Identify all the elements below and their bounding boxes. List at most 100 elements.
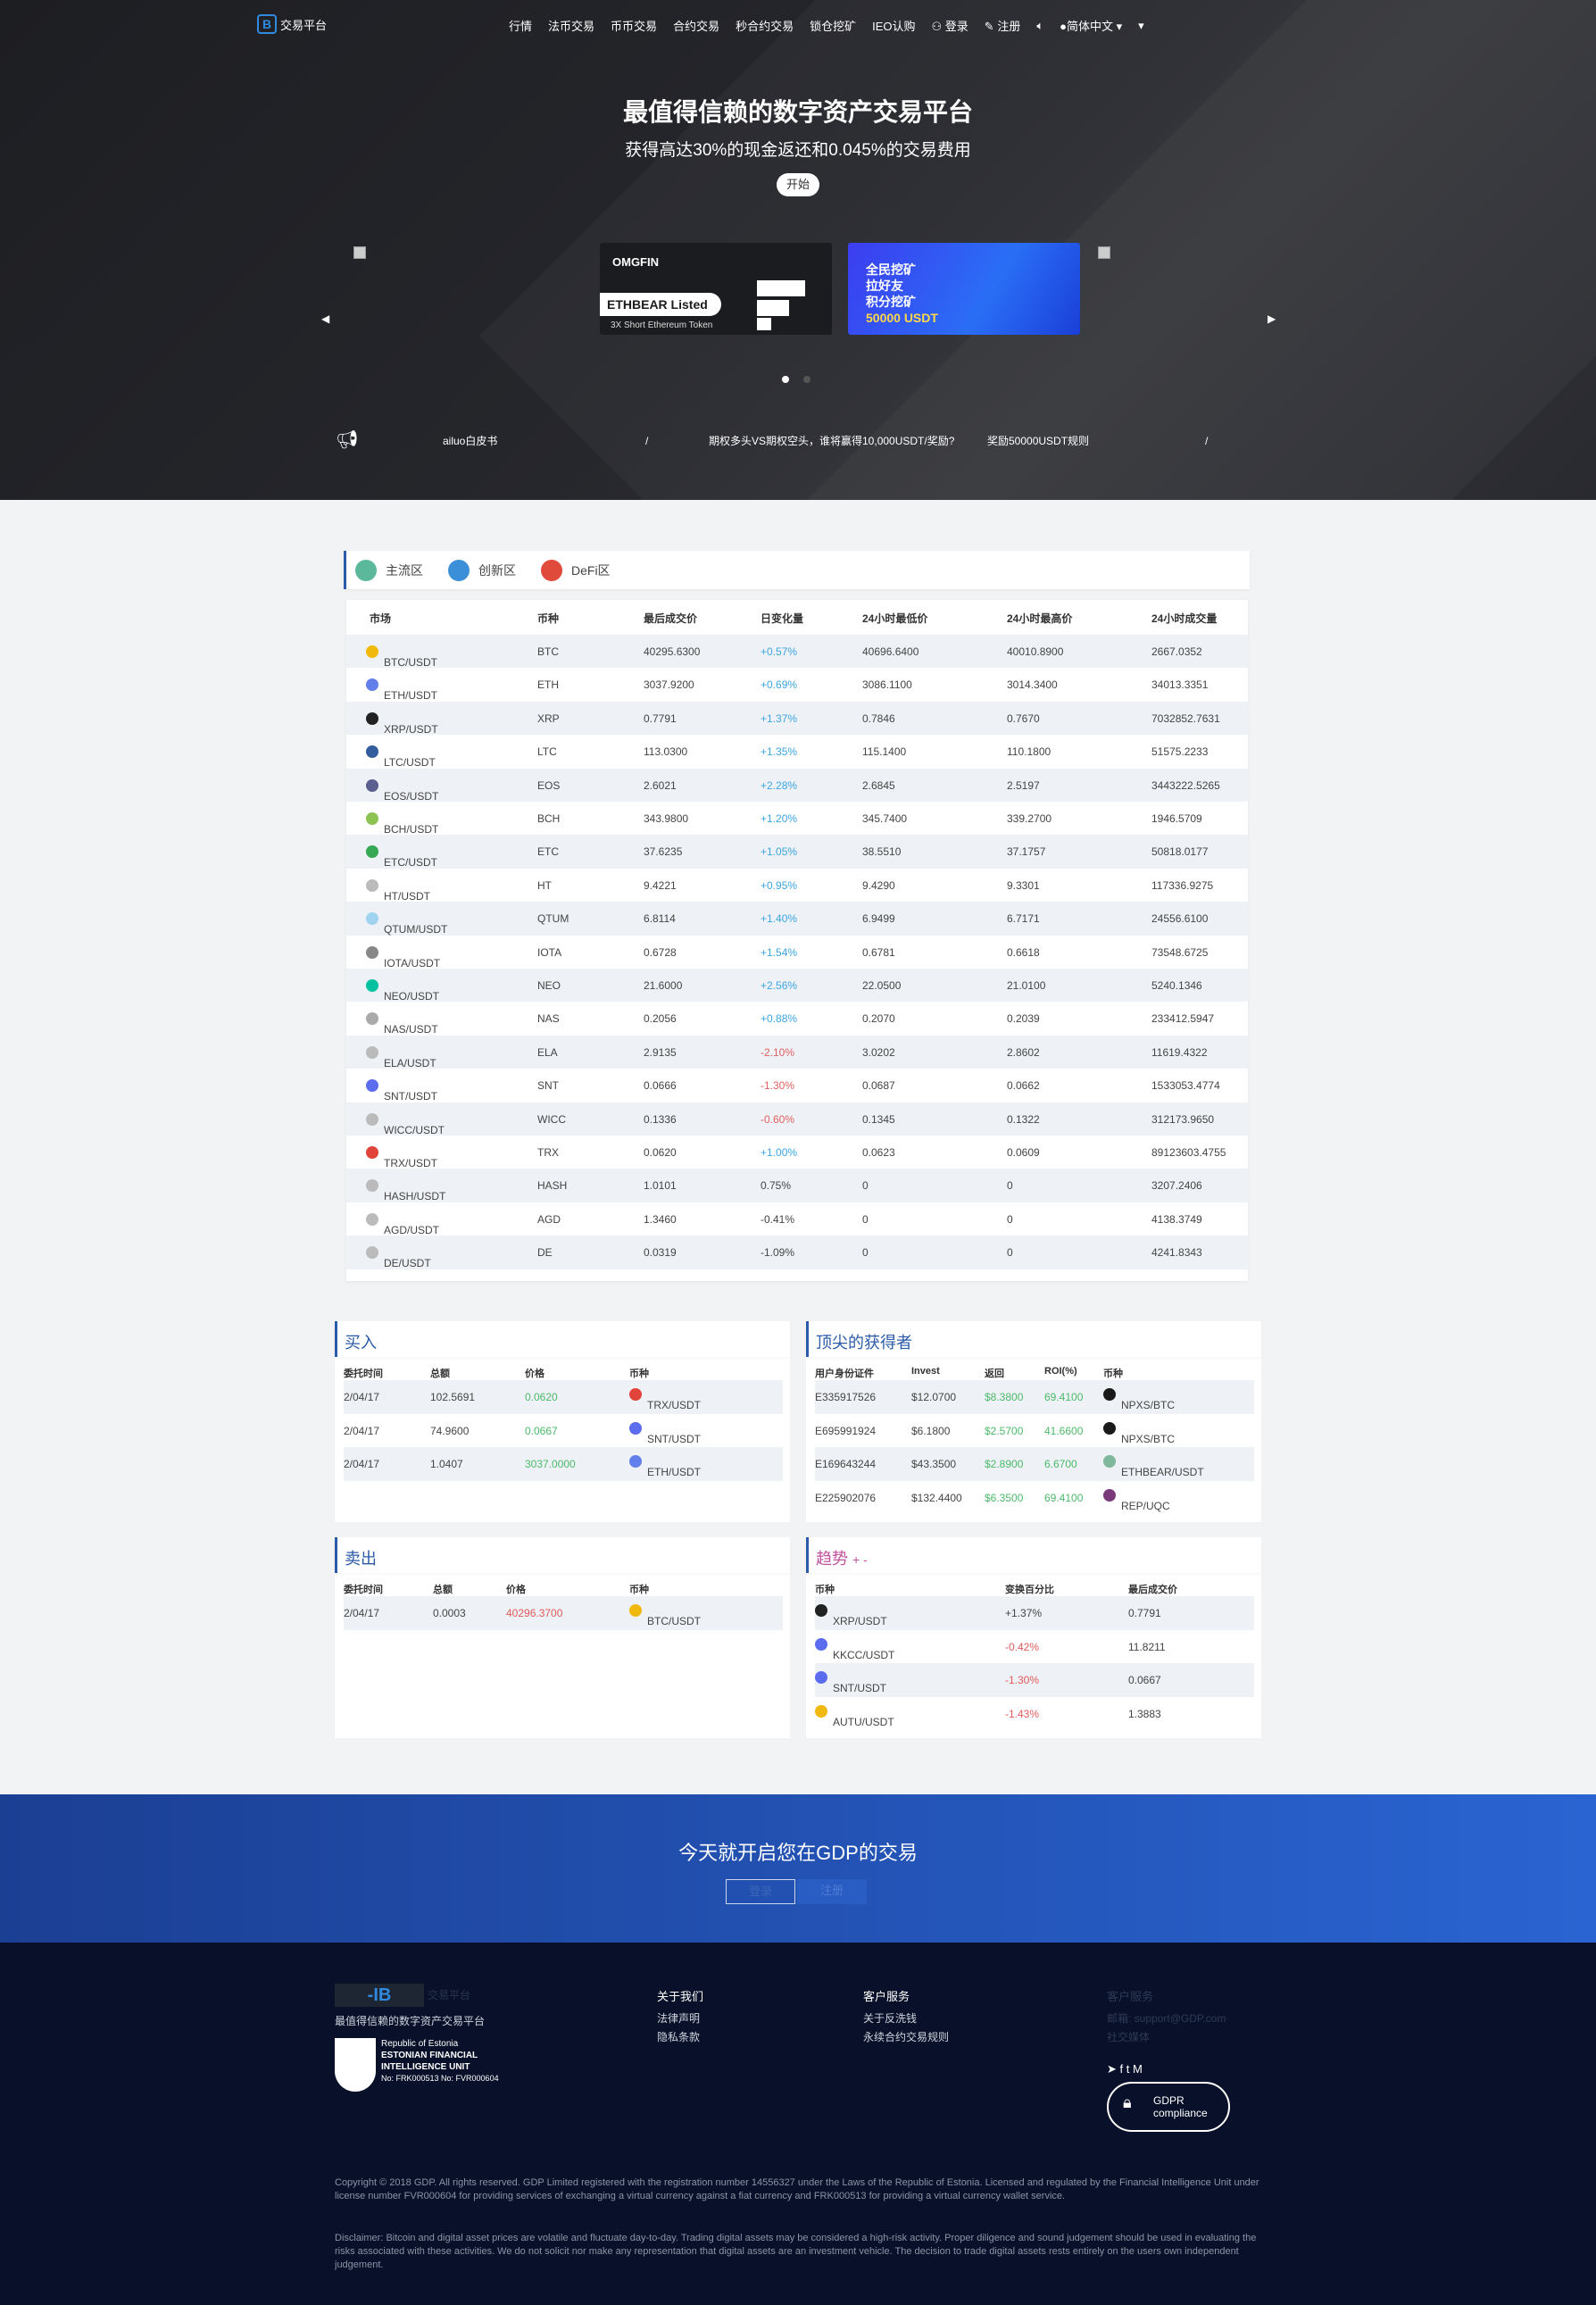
table-row[interactable]: 2/04/17 74.9600 0.0667 SNT/USDT <box>344 1414 783 1448</box>
table-row[interactable]: XRP/USDT +1.37% 0.7791 <box>815 1596 1254 1630</box>
twitter-icon[interactable]: t <box>1126 2062 1130 2076</box>
cell-id: E335917526 <box>815 1391 877 1403</box>
cell-low: 345.7400 <box>862 812 908 825</box>
nav-item-mining[interactable]: 锁仓挖矿 <box>810 20 857 33</box>
nav-item-market[interactable]: 行情 <box>509 20 533 33</box>
cell-coin: DE <box>537 1246 553 1260</box>
cell-last: 40295.6300 <box>644 645 701 658</box>
table-row[interactable]: EOS/USDT EOS 2.6021 +2.28% 2.6845 2.5197 34432… <box>346 768 1248 803</box>
footer-link-legal[interactable]: 法律声明 <box>657 2012 701 2025</box>
zone-tab[interactable]: 主流区 <box>355 559 423 581</box>
footer-link-contract-rules[interactable]: 永续合约交易规则 <box>863 2031 950 2043</box>
table-row[interactable]: E335917526 $12.0700 $8.3800 69.4100 NPXS/BTC <box>815 1380 1254 1414</box>
banner-mining[interactable]: 全民挖矿 拉好友 积分挖矿 50000 USDT <box>848 243 1080 335</box>
login-link[interactable]: ⚇ 登录 <box>932 17 968 34</box>
column-header: ROI(%) <box>1044 1366 1077 1377</box>
market-pair: NAS/USDT <box>366 1012 438 1036</box>
table-row[interactable]: NEO/USDT NEO 21.6000 +2.56% 22.0500 21.0100 52… <box>346 969 1248 1003</box>
nav-item-fiat[interactable]: 法币交易 <box>548 20 595 33</box>
footer-link-privacy[interactable]: 隐私条款 <box>657 2031 701 2043</box>
medium-icon[interactable]: M <box>1133 2062 1143 2076</box>
coin-icon <box>629 1388 642 1401</box>
zone-tab[interactable]: DeFi区 <box>541 559 611 581</box>
nav-item-spot[interactable]: 币币交易 <box>611 20 658 33</box>
table-row[interactable]: SNT/USDT SNT 0.0666 -1.30% 0.0687 0.0662 15330… <box>346 1069 1248 1103</box>
nav-item-second-contract[interactable]: 秒合约交易 <box>736 20 794 33</box>
zone-icon <box>541 559 562 581</box>
broken-image-icon <box>353 246 366 259</box>
cta-register-button[interactable]: 注册 <box>797 1879 867 1904</box>
table-row[interactable]: E225902076 $132.4400 $6.3500 69.4100 REP/UQC <box>815 1481 1254 1515</box>
nav-item-ieo[interactable]: IEO认购 <box>872 20 916 33</box>
table-row[interactable]: WICC/USDT WICC 0.1336 -0.60% 0.1345 0.1322 312… <box>346 1102 1248 1136</box>
table-row[interactable]: 2/04/17 1.0407 3037.0000 ETH/USDT <box>344 1447 783 1481</box>
table-row[interactable]: BCH/USDT BCH 343.9800 +1.20% 345.7400 339.270… <box>346 802 1248 836</box>
trend-panel: 趋势 + - 币种 变换百分比 最后成交价 XRP/USDT +1.37% 0.7791 KK… <box>806 1537 1261 1738</box>
language-select[interactable]: ●简体中文 ▾ <box>1060 20 1123 33</box>
pair-label: SNT/USDT <box>647 1432 701 1445</box>
cell-vol: 11619.4322 <box>1151 1045 1208 1059</box>
coin-pair: BTC/USDT <box>629 1604 701 1627</box>
more-dropdown-icon[interactable]: ▾ <box>1138 18 1144 32</box>
market-pair: WICC/USDT <box>366 1112 445 1136</box>
carousel-prev-icon[interactable]: ◀ <box>321 312 330 325</box>
cell-last: 0.7791 <box>1128 1607 1161 1619</box>
footer-email[interactable]: 邮箱: support@GDP.com <box>1107 2012 1226 2025</box>
table-row[interactable]: ETH/USDT ETH 3037.9200 +0.69% 3086.1100 3014.… <box>346 668 1248 702</box>
cta-login-button[interactable]: 登录 <box>726 1879 795 1904</box>
table-row[interactable]: AGD/USDT AGD 1.3460 -0.41% 0 0 4138.3749 <box>346 1202 1248 1236</box>
facebook-icon[interactable]: f <box>1119 2062 1124 2076</box>
pair-label: IOTA/USDT <box>384 956 441 969</box>
notice-item[interactable]: 奖励50000USDT规则 <box>987 435 1090 447</box>
cell-last: 0.1336 <box>644 1112 677 1126</box>
carousel-dot[interactable] <box>803 376 810 383</box>
pair-label: ETC/USDT <box>384 856 437 870</box>
table-row[interactable]: BTC/USDT BTC 40295.6300 +0.57% 40696.6400 400… <box>346 635 1248 669</box>
table-row[interactable]: TRX/USDT TRX 0.0620 +1.00% 0.0623 0.0609 89123… <box>346 1136 1248 1169</box>
market-pair: XRP/USDT <box>366 711 438 736</box>
register-link[interactable]: ✎ 注册 <box>985 17 1021 34</box>
footer-logo: -IB <box>335 1984 424 2007</box>
footer-contact-title: 客户服务 <box>1107 1990 1154 2003</box>
trend-suffix: + - <box>852 1552 868 1567</box>
footer-link-aml[interactable]: 关于反洗钱 <box>863 2012 918 2025</box>
table-row[interactable]: 2/04/17 0.0003 40296.3700 BTC/USDT <box>344 1596 783 1630</box>
cell-vol: 1946.5709 <box>1151 812 1202 825</box>
logo[interactable]: B 交易平台 <box>257 14 327 34</box>
table-row[interactable]: QTUM/USDT QTUM 6.8114 +1.40% 6.9499 6.7171 245… <box>346 902 1248 936</box>
cell-last: 113.0300 <box>644 745 688 759</box>
table-row[interactable]: XRP/USDT XRP 0.7791 +1.37% 0.7846 0.7670 70328… <box>346 701 1248 736</box>
carousel-dot-active[interactable] <box>782 376 789 383</box>
cell-high: 0.6618 <box>1007 945 1040 959</box>
table-row[interactable]: HASH/USDT HASH 1.0101 0.75% 0 0 3207.2406 <box>346 1169 1248 1202</box>
cell-coin: HASH <box>537 1179 568 1193</box>
table-row[interactable]: KKCC/USDT -0.42% 11.8211 <box>815 1630 1254 1664</box>
table-row[interactable]: HT/USDT HT 9.4221 +0.95% 9.4290 9.3301 117336.… <box>346 868 1248 903</box>
table-row[interactable]: 2/04/17 102.5691 0.0620 TRX/USDT <box>344 1380 783 1414</box>
notice-item[interactable]: 期权多头VS期权空头，谁将赢得10,000USDT/奖励? <box>709 435 955 447</box>
nav-item-contract[interactable]: 合约交易 <box>673 20 720 33</box>
coin-pair: KKCC/USDT <box>815 1637 894 1661</box>
sound-icon[interactable]: 🔈︎ <box>1036 18 1044 32</box>
cell-last: 0.7791 <box>644 711 677 725</box>
table-row[interactable]: E695991924 $6.1800 $2.5700 41.6600 NPXS/BTC <box>815 1414 1254 1448</box>
table-row[interactable]: SNT/USDT -1.30% 0.0667 <box>815 1663 1254 1697</box>
zone-tab[interactable]: 创新区 <box>448 559 516 581</box>
notice-item[interactable]: ailuo白皮书 <box>443 435 498 447</box>
table-row[interactable]: ETC/USDT ETC 37.6235 +1.05% 38.5510 37.1757 50… <box>346 835 1248 870</box>
table-row[interactable]: NAS/USDT NAS 0.2056 +0.88% 0.2070 0.2039 23341… <box>346 1002 1248 1036</box>
banner-ethbear[interactable]: OMGFIN ETHBEAR Listed 3X Short Ethereum … <box>600 243 832 335</box>
table-row[interactable]: E169643244 $43.3500 $2.8900 6.6700 ETHBEAR/U… <box>815 1447 1254 1481</box>
cell-coin: ETC <box>537 845 559 859</box>
carousel-next-icon[interactable]: ▶ <box>1268 312 1276 325</box>
cell-low: 0.6781 <box>862 945 895 959</box>
table-row[interactable]: DE/USDT DE 0.0319 -1.09% 0 0 4241.8343 <box>346 1236 1248 1269</box>
table-row[interactable]: LTC/USDT LTC 113.0300 +1.35% 115.1400 110.180… <box>346 735 1248 769</box>
column-header: 变换百分比 <box>1005 1585 1054 1595</box>
start-button[interactable]: 开始 <box>777 173 819 196</box>
table-row[interactable]: AUTU/USDT -1.43% 1.3883 <box>815 1697 1254 1731</box>
table-row[interactable]: IOTA/USDT IOTA 0.6728 +1.54% 0.6781 0.6618 735… <box>346 935 1248 969</box>
coin-pair: NPXS/BTC <box>1103 1421 1175 1445</box>
telegram-icon[interactable]: ➤ <box>1107 2062 1117 2076</box>
table-row[interactable]: ELA/USDT ELA 2.9135 -2.10% 3.0202 2.8602 11619… <box>346 1035 1248 1069</box>
